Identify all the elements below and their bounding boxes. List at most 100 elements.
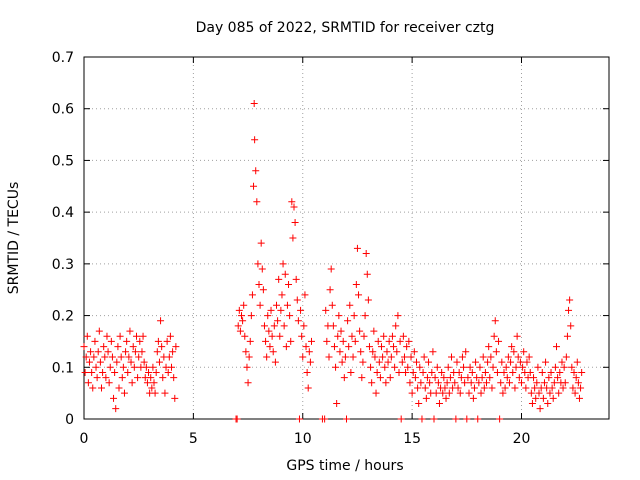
data-point bbox=[157, 317, 165, 325]
data-point bbox=[140, 358, 148, 366]
data-point bbox=[360, 332, 368, 340]
data-point bbox=[271, 358, 279, 366]
data-point bbox=[123, 337, 131, 345]
data-point bbox=[409, 368, 417, 376]
data-point bbox=[101, 353, 109, 361]
data-point bbox=[530, 374, 538, 382]
data-point bbox=[113, 358, 121, 366]
data-point bbox=[330, 343, 338, 351]
data-point bbox=[373, 368, 381, 376]
y-axis-label: SRMTID / TECUs bbox=[6, 182, 22, 295]
data-point bbox=[518, 379, 525, 387]
data-point bbox=[238, 312, 245, 320]
data-point bbox=[283, 301, 291, 309]
data-point bbox=[326, 286, 334, 294]
data-point bbox=[142, 363, 150, 371]
data-point bbox=[161, 389, 169, 397]
data-point bbox=[453, 358, 461, 366]
data-point bbox=[476, 363, 484, 371]
data-point bbox=[277, 306, 285, 314]
data-point bbox=[410, 348, 418, 356]
data-point bbox=[480, 384, 488, 392]
data-point bbox=[147, 374, 155, 382]
data-point bbox=[297, 306, 305, 314]
data-point bbox=[348, 332, 356, 340]
data-point bbox=[298, 332, 306, 340]
data-point bbox=[386, 374, 394, 382]
data-point bbox=[159, 374, 167, 382]
data-point bbox=[168, 363, 175, 371]
data-point bbox=[346, 301, 354, 309]
y-tick-label: 0.2 bbox=[52, 309, 74, 325]
data-point bbox=[152, 368, 160, 376]
y-tick-label: 0 bbox=[65, 412, 74, 428]
data-point bbox=[546, 389, 554, 397]
data-point bbox=[138, 348, 146, 356]
data-point bbox=[250, 100, 258, 108]
data-point bbox=[82, 353, 90, 361]
data-point bbox=[414, 384, 422, 392]
data-point bbox=[423, 374, 431, 382]
data-point bbox=[246, 337, 254, 345]
data-point bbox=[556, 368, 564, 376]
data-point bbox=[233, 415, 241, 423]
data-point bbox=[439, 389, 447, 397]
data-point bbox=[170, 374, 178, 382]
data-point bbox=[474, 415, 482, 423]
data-point bbox=[415, 399, 423, 407]
data-point bbox=[289, 234, 297, 242]
data-point bbox=[499, 389, 507, 397]
data-point bbox=[362, 250, 370, 258]
data-point bbox=[522, 384, 530, 392]
data-point bbox=[390, 343, 398, 351]
data-point bbox=[379, 353, 387, 361]
data-point bbox=[329, 322, 337, 330]
data-point bbox=[154, 337, 162, 345]
data-point bbox=[496, 415, 504, 423]
data-point bbox=[267, 306, 275, 314]
data-point bbox=[567, 322, 575, 330]
data-point bbox=[507, 358, 515, 366]
data-point bbox=[562, 353, 570, 361]
data-point bbox=[528, 399, 536, 407]
data-point bbox=[98, 384, 105, 392]
data-point bbox=[511, 384, 519, 392]
data-point bbox=[435, 399, 443, 407]
data-point bbox=[250, 182, 258, 190]
data-point bbox=[462, 348, 470, 356]
data-point bbox=[489, 363, 497, 371]
data-point bbox=[430, 415, 438, 423]
data-point bbox=[515, 374, 523, 382]
data-point bbox=[286, 312, 294, 320]
data-point bbox=[111, 368, 119, 376]
data-point bbox=[464, 374, 472, 382]
data-point bbox=[520, 348, 528, 356]
data-point bbox=[381, 363, 389, 371]
y-tick-label: 0.3 bbox=[52, 257, 74, 273]
data-point bbox=[303, 368, 311, 376]
data-point bbox=[276, 332, 284, 340]
data-point bbox=[397, 415, 405, 423]
data-point bbox=[355, 291, 363, 299]
data-point bbox=[387, 353, 395, 361]
data-point bbox=[512, 363, 520, 371]
data-point bbox=[505, 379, 513, 387]
data-point bbox=[150, 379, 158, 387]
data-point bbox=[89, 384, 97, 392]
data-point bbox=[308, 337, 315, 345]
data-point bbox=[575, 394, 583, 402]
data-point bbox=[322, 306, 330, 314]
data-point bbox=[533, 379, 541, 387]
data-point bbox=[463, 415, 471, 423]
data-point bbox=[513, 332, 521, 340]
data-point bbox=[548, 384, 556, 392]
data-point bbox=[81, 368, 89, 376]
data-point bbox=[570, 368, 578, 376]
y-tick-label: 0.1 bbox=[52, 360, 74, 376]
data-point bbox=[356, 327, 364, 335]
data-point bbox=[531, 384, 539, 392]
data-point bbox=[398, 358, 406, 366]
data-point bbox=[421, 384, 429, 392]
data-point bbox=[569, 384, 577, 392]
data-point bbox=[91, 337, 99, 345]
